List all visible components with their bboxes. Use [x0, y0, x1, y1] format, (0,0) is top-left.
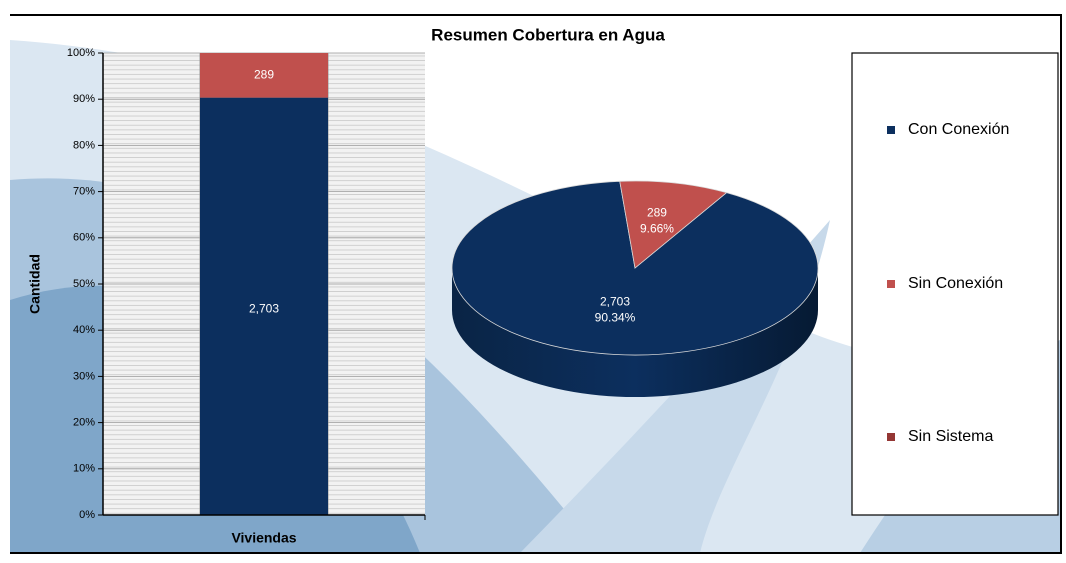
bar-segment	[200, 53, 328, 98]
legend-label: Sin Sistema	[908, 428, 993, 445]
pie-value-label: 2,703	[600, 295, 630, 309]
legend-label: Con Conexión	[908, 121, 1009, 138]
y-tick-label: 70%	[73, 186, 95, 198]
y-tick-label: 100%	[67, 47, 95, 59]
y-tick-label: 10%	[73, 463, 95, 475]
y-tick-label: 20%	[73, 417, 95, 429]
y-axis-label: Cantidad	[27, 254, 43, 314]
y-tick-label: 50%	[73, 278, 95, 290]
data-label: 289	[254, 67, 274, 81]
y-tick-label: 30%	[73, 370, 95, 382]
legend-swatch	[887, 280, 895, 288]
y-tick-label: 40%	[73, 324, 95, 336]
x-tick-label: Viviendas	[231, 530, 296, 546]
y-tick-label: 90%	[73, 93, 95, 105]
legend-label: Sin Conexión	[908, 275, 1003, 292]
bar-segment	[200, 97, 328, 515]
legend-swatch	[887, 126, 895, 134]
y-tick-label: 60%	[73, 232, 95, 244]
legend-box	[851, 52, 1059, 516]
data-label: 2,703	[249, 301, 279, 315]
pie-side	[452, 268, 818, 397]
pie-slice	[619, 180, 728, 269]
chart-title: Resumen Cobertura en Agua	[431, 25, 665, 44]
pie-percent-label: 90.34%	[595, 311, 636, 325]
pie-value-label: 289	[647, 205, 667, 219]
y-tick-label: 80%	[73, 139, 95, 151]
legend-swatch	[887, 433, 895, 441]
pie-percent-label: 9.66%	[640, 221, 674, 235]
y-tick-label: 0%	[79, 509, 95, 521]
